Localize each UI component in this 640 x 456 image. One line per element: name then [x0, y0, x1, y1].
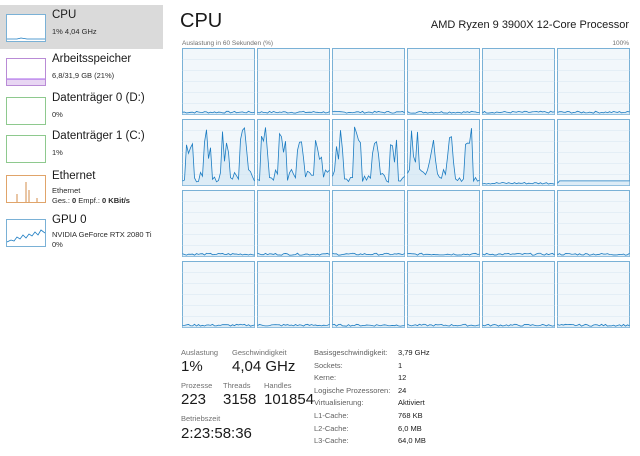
- core-graph: [557, 119, 630, 186]
- auslastung-label: Auslastung: [181, 348, 219, 357]
- core-graph: [257, 190, 330, 257]
- sidebar-item-sub: NVIDIA GeForce RTX 2080 Ti: [52, 230, 152, 239]
- core-graph: [182, 261, 255, 328]
- prozesse-value: 223: [181, 391, 207, 408]
- detail-label: Logische Prozessoren:: [314, 386, 391, 395]
- sidebar-item-sub: Ethernet: [52, 186, 81, 195]
- detail-label: L2-Cache:: [314, 424, 349, 433]
- betriebszeit-label: Betriebszeit: [181, 414, 221, 423]
- detail-value: 64,0 MB: [398, 436, 426, 445]
- core-graph: [482, 190, 555, 257]
- chart-caption: Auslastung in 60 Sekunden (%): [182, 40, 274, 47]
- detail-label: Kerne:: [314, 373, 337, 382]
- sidebar-item-sub: 1% 4,04 GHz: [52, 27, 97, 36]
- sidebar-item-label: Ethernet: [52, 170, 96, 182]
- sidebar-item-label: Datenträger 1 (C:): [52, 130, 145, 142]
- sidebar-item-sub: 6,8/31,9 GB (21%): [52, 71, 115, 80]
- detail-value: 24: [398, 386, 407, 395]
- core-graph: [182, 119, 255, 186]
- detail-label: Basisgeschwindigkeit:: [314, 348, 388, 357]
- detail-value: Aktiviert: [398, 398, 425, 407]
- cpu-core-graphs: [182, 48, 630, 328]
- core-graph: [257, 261, 330, 328]
- cpu-panel: CPU AMD Ryzen 9 3900X 12-Core Processor …: [172, 0, 640, 456]
- core-graph: [407, 48, 480, 115]
- sidebar-item-gpu-0[interactable]: GPU 0 NVIDIA GeForce RTX 2080 Ti 0%: [0, 210, 163, 254]
- sidebar-item-ethernet[interactable]: Ethernet Ethernet Ges.: 0 Empf.: 0 KBit/…: [0, 166, 163, 210]
- core-graph: [482, 119, 555, 186]
- core-graph: [407, 190, 480, 257]
- prozesse-label: Prozesse: [181, 381, 213, 390]
- detail-value: 6,0 MB: [398, 424, 422, 433]
- threads-value: 3158: [223, 391, 257, 408]
- sidebar-item-label: CPU: [52, 9, 77, 21]
- sidebar-item-sub: 0%: [52, 110, 63, 119]
- core-graph: [332, 119, 405, 186]
- handles-label: Handles: [264, 381, 292, 390]
- handles-value: 101854: [264, 391, 315, 408]
- ethernet-send-value: 0: [72, 196, 77, 205]
- core-graph: [182, 48, 255, 115]
- detail-label: Sockets:: [314, 361, 343, 370]
- gpu-thumbnail-graph: [6, 219, 46, 247]
- sidebar-item-sub2: 0%: [52, 240, 63, 249]
- sidebar-item-cpu[interactable]: CPU 1% 4,04 GHz: [0, 5, 163, 49]
- sidebar-item-disk-1[interactable]: Datenträger 1 (C:) 1%: [0, 126, 163, 170]
- core-graph: [482, 261, 555, 328]
- sidebar-item-label: GPU 0: [52, 214, 87, 226]
- ethernet-thumbnail-graph: [6, 175, 46, 203]
- core-graph: [482, 48, 555, 115]
- detail-value: 1: [398, 361, 403, 370]
- core-graph: [557, 190, 630, 257]
- core-graph: [557, 261, 630, 328]
- sidebar-item-memory[interactable]: Arbeitsspeicher 6,8/31,9 GB (21%): [0, 49, 163, 93]
- detail-label: L1-Cache:: [314, 411, 349, 420]
- sidebar: CPU 1% 4,04 GHz Arbeitsspeicher 6,8/31,9…: [0, 0, 163, 456]
- ethernet-send-label: Ges.:: [52, 196, 73, 205]
- ethernet-throughput: Ges.: 0 Empf.: 0 KBit/s: [52, 196, 130, 205]
- detail-label: Virtualisierung:: [314, 398, 364, 407]
- sidebar-item-disk-0[interactable]: Datenträger 0 (D:) 0%: [0, 88, 163, 132]
- disk-thumbnail-graph: [6, 97, 46, 125]
- disk-thumbnail-graph: [6, 135, 46, 163]
- ethernet-recv-label: Empf.:: [76, 196, 103, 205]
- core-graph: [182, 190, 255, 257]
- detail-label: L3-Cache:: [314, 436, 349, 445]
- detail-value: 12: [398, 373, 407, 382]
- betriebszeit-value: 2:23:58:36: [181, 425, 252, 442]
- processor-name: AMD Ryzen 9 3900X 12-Core Processor: [430, 19, 629, 31]
- geschwindigkeit-label: Geschwindigkeit: [232, 348, 287, 357]
- core-graph: [332, 190, 405, 257]
- chart-max-label: 100%: [612, 40, 629, 47]
- core-graph: [332, 261, 405, 328]
- core-graph: [332, 48, 405, 115]
- memory-thumbnail-graph: [6, 58, 46, 86]
- detail-value: 3,79 GHz: [398, 348, 430, 357]
- auslastung-value: 1%: [181, 358, 203, 375]
- core-graph: [557, 48, 630, 115]
- detail-value: 768 KB: [398, 411, 423, 420]
- core-graph: [407, 261, 480, 328]
- ethernet-recv-value: 0 KBit/s: [102, 196, 130, 205]
- sidebar-item-label: Datenträger 0 (D:): [52, 92, 145, 104]
- core-graph: [407, 119, 480, 186]
- geschwindigkeit-value: 4,04 GHz: [232, 358, 296, 375]
- core-graph: [257, 119, 330, 186]
- sidebar-item-sub: 1%: [52, 148, 63, 157]
- threads-label: Threads: [223, 381, 251, 390]
- cpu-thumbnail-graph: [6, 14, 46, 42]
- page-title: CPU: [180, 10, 223, 32]
- core-graph: [257, 48, 330, 115]
- sidebar-item-label: Arbeitsspeicher: [52, 53, 132, 65]
